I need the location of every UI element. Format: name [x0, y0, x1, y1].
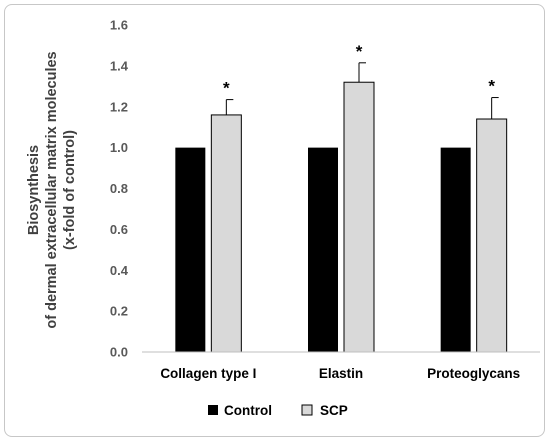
y-tick-label: 1.6: [110, 18, 128, 33]
y-axis-label-line: (x-fold of control): [62, 130, 78, 250]
bar-control: [440, 147, 471, 352]
bar-scp: [210, 114, 242, 353]
category-labels: Collagen type I Elastin Proteoglycans: [160, 366, 520, 381]
y-tick-label: 0.2: [110, 304, 128, 319]
bar-scp: [476, 118, 508, 353]
significance-marker: *: [223, 79, 230, 98]
bars: * * *: [175, 42, 508, 353]
y-axis-ticks: 0.0 0.2 0.4 0.6 0.8 1.0 1.2 1.4 1.6: [110, 18, 129, 360]
y-tick-label: 1.2: [110, 99, 128, 114]
legend-label-scp: SCP: [320, 403, 348, 418]
category-label: Proteoglycans: [427, 366, 520, 381]
significance-marker: *: [356, 42, 363, 61]
bar-control: [175, 147, 206, 352]
y-tick-label: 0.4: [110, 263, 129, 278]
significance-marker: *: [488, 77, 495, 96]
y-tick-label: 0.0: [110, 345, 128, 360]
y-tick-label: 0.6: [110, 222, 128, 237]
bar-scp: [343, 81, 375, 353]
y-tick-label: 1.4: [110, 58, 129, 73]
y-axis-label: Biosynthesis of dermal extracellular matr…: [26, 51, 78, 328]
bar-control: [308, 147, 338, 352]
category-label: Elastin: [319, 366, 363, 381]
legend-swatch-control: [208, 405, 218, 415]
category-label: Collagen type I: [160, 366, 256, 381]
legend-swatch-scp: [301, 404, 313, 416]
y-tick-label: 0.8: [110, 181, 128, 196]
legend-label-control: Control: [224, 403, 272, 418]
y-axis-label-line: of dermal extracellular matrix molecules: [44, 51, 60, 328]
y-axis-label-line: Biosynthesis: [26, 145, 42, 235]
legend: Control SCP: [208, 403, 348, 418]
y-tick-label: 1.0: [110, 140, 128, 155]
